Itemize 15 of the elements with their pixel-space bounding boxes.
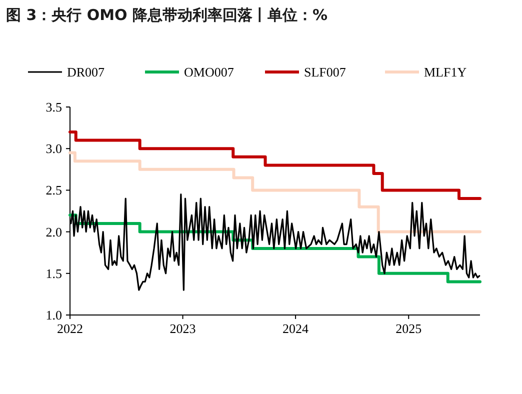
chart-title: 图 3：央行 OMO 降息带动利率回落丨单位：% (6, 6, 328, 24)
y-tick-label: 3.0 (46, 141, 62, 156)
legend-label: SLF007 (304, 64, 346, 80)
y-tick-label: 1.0 (46, 308, 62, 322)
legend-label: DR007 (67, 64, 106, 80)
x-tick-label: 2024 (282, 321, 310, 336)
y-tick-label: 1.5 (46, 266, 62, 281)
x-tick-label: 2023 (170, 321, 196, 336)
legend-label: OMO007 (184, 64, 234, 80)
x-tick-label: 2022 (57, 321, 83, 336)
x-tick-label: 2025 (396, 321, 422, 336)
y-tick-label: 2.5 (46, 182, 62, 198)
y-tick-label: 2.0 (46, 224, 62, 240)
legend-label: MLF1Y (424, 64, 468, 80)
y-tick-label: 3.5 (46, 100, 62, 114)
